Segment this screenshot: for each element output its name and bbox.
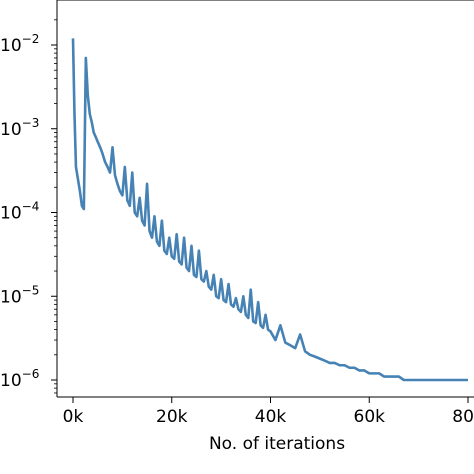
y-tick-label: 10−6 — [0, 367, 39, 391]
series-line — [71, 38, 468, 382]
x-tick-label: 0k — [63, 407, 84, 427]
axes-layer — [56, 0, 474, 398]
y-tick-label: 10−5 — [0, 283, 39, 307]
x-tick-label: 20k — [156, 407, 188, 427]
x-tick-label: 40k — [255, 407, 287, 427]
x-tick-label: 60k — [354, 407, 386, 427]
x-tick-label: 80k — [452, 407, 474, 427]
ticks-layer: 0k 20k 40k 60k 80k 10−2 10−3 10−4 10−5 10−6 — [0, 19, 474, 427]
y-tick-label: 10−4 — [0, 200, 39, 224]
y-tick-label: 10−2 — [0, 32, 39, 56]
x-axis-label: No. of iterations — [209, 434, 345, 454]
y-tick-label: 10−3 — [0, 116, 39, 140]
series-layer — [71, 38, 468, 382]
